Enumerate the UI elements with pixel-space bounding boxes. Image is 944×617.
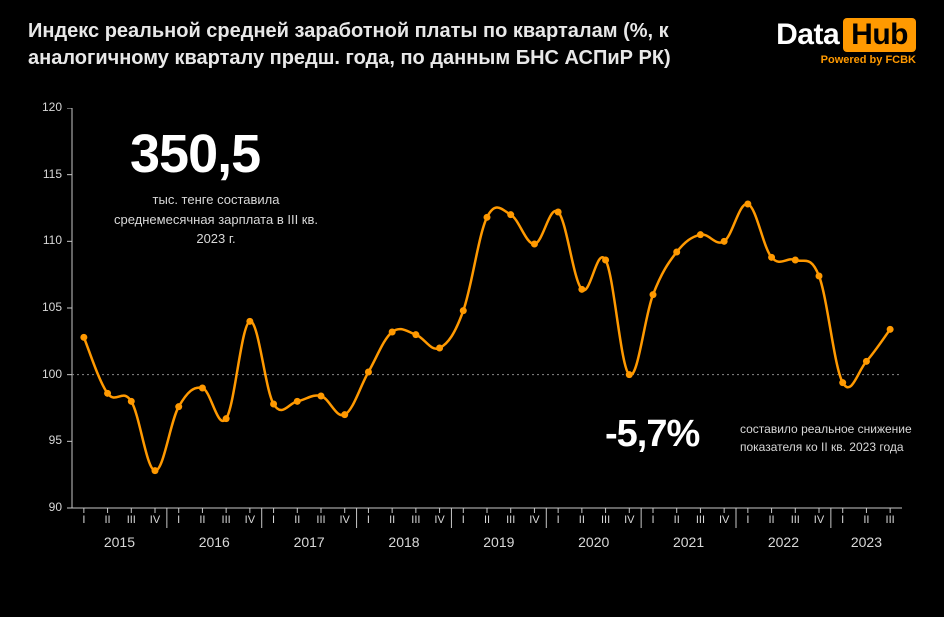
x-quarter-label: I [177,514,180,526]
x-quarter-label: I [651,514,654,526]
x-quarter-label: II [769,514,775,526]
x-quarter-label: III [886,514,895,526]
x-year-label: 2021 [673,534,704,550]
x-quarter-label: IV [150,514,160,526]
x-quarter-label: III [411,514,420,526]
annotation-big-value: 350,5 [130,123,260,185]
y-tick-label: 105 [36,300,62,314]
x-year-label: 2023 [851,534,882,550]
x-quarter-label: II [105,514,111,526]
logo-tagline: Powered by FCBK [821,54,916,66]
x-quarter-label: III [791,514,800,526]
x-quarter-label: IV [340,514,350,526]
x-quarter-label: I [557,514,560,526]
annotation-pct-value: -5,7% [605,413,699,456]
annotation-big-sub: тыс. тенге составила среднемесячная зарп… [106,190,326,249]
x-quarter-label: II [389,514,395,526]
x-quarter-label: III [316,514,325,526]
annotation-pct-sub: составило реальное снижение показателя к… [740,420,920,456]
y-tick-label: 95 [36,433,62,447]
x-quarter-label: II [674,514,680,526]
x-year-label: 2015 [104,534,135,550]
x-quarter-label: I [746,514,749,526]
x-quarter-label: IV [814,514,824,526]
logo: Data Hub Powered by FCBK [776,18,916,66]
x-quarter-label: IV [434,514,444,526]
x-quarter-label: II [863,514,869,526]
y-tick-label: 120 [36,100,62,114]
y-tick-label: 115 [36,167,62,181]
x-quarter-label: I [82,514,85,526]
chart-title: Индекс реальной средней заработной платы… [28,18,688,72]
logo-text-left: Data [776,18,839,52]
y-tick-label: 90 [36,500,62,514]
x-quarter-label: II [579,514,585,526]
x-quarter-label: III [127,514,136,526]
y-tick-label: 100 [36,367,62,381]
x-quarter-label: III [506,514,515,526]
x-quarter-label: IV [529,514,539,526]
x-year-label: 2018 [388,534,419,550]
x-quarter-label: III [222,514,231,526]
x-quarter-label: II [199,514,205,526]
x-quarter-label: I [462,514,465,526]
x-quarter-label: II [294,514,300,526]
y-tick-label: 110 [36,233,62,247]
x-quarter-label: III [696,514,705,526]
x-quarter-label: IV [719,514,729,526]
x-quarter-label: I [272,514,275,526]
x-quarter-label: I [367,514,370,526]
x-year-label: 2016 [199,534,230,550]
x-quarter-label: II [484,514,490,526]
x-quarter-label: IV [624,514,634,526]
x-year-label: 2020 [578,534,609,550]
logo-text-right: Hub [843,18,916,52]
x-quarter-label: I [841,514,844,526]
x-quarter-label: IV [245,514,255,526]
x-year-label: 2022 [768,534,799,550]
chart-container: 350,5 тыс. тенге составила среднемесячна… [30,108,910,568]
x-quarter-label: III [601,514,610,526]
x-year-label: 2019 [483,534,514,550]
x-year-label: 2017 [294,534,325,550]
